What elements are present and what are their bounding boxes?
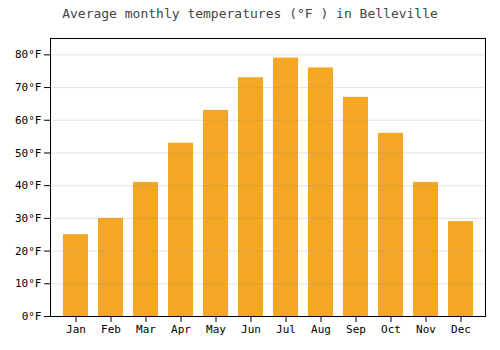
svg-text:Jul: Jul <box>276 323 296 336</box>
svg-text:70°F: 70°F <box>15 81 42 94</box>
svg-text:Sep: Sep <box>346 323 366 336</box>
svg-text:60°F: 60°F <box>15 114 42 127</box>
svg-text:20°F: 20°F <box>15 245 42 258</box>
svg-text:10°F: 10°F <box>15 277 42 290</box>
svg-text:Jun: Jun <box>241 323 261 336</box>
html-text:Average monthly temperatures (: Average monthly temperatures (°F ) in Be… <box>62 6 438 21</box>
svg-text:80°F: 80°F <box>15 48 42 61</box>
svg-text:0°F: 0°F <box>22 310 42 323</box>
svg-text:Apr: Apr <box>171 323 191 336</box>
svg-text:May: May <box>206 323 226 336</box>
svg-text:Feb: Feb <box>101 323 121 336</box>
svg-text:Aug: Aug <box>311 323 331 336</box>
svg-text:40°F: 40°F <box>15 179 42 192</box>
svg-text:Dec: Dec <box>451 323 471 336</box>
svg-text:50°F: 50°F <box>15 146 42 159</box>
svg-text:Oct: Oct <box>381 323 401 336</box>
svg-text:Jan: Jan <box>66 323 86 336</box>
svg-text:Nov: Nov <box>416 323 436 336</box>
svg-text:Mar: Mar <box>136 323 156 336</box>
svg-text:30°F: 30°F <box>15 212 42 225</box>
